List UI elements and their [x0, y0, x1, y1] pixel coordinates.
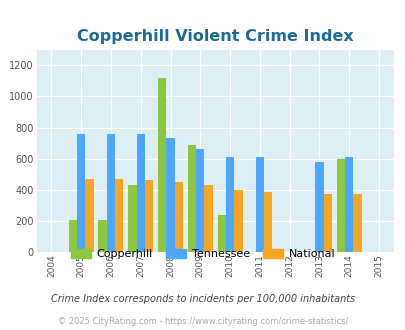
- Bar: [336, 159, 344, 252]
- Bar: [217, 215, 225, 252]
- Title: Copperhill Violent Crime Index: Copperhill Violent Crime Index: [77, 29, 353, 44]
- Bar: [344, 157, 352, 252]
- Bar: [128, 184, 136, 252]
- Bar: [263, 191, 272, 252]
- Bar: [174, 182, 183, 252]
- Bar: [323, 194, 331, 252]
- Bar: [85, 179, 94, 252]
- Bar: [115, 179, 123, 252]
- Bar: [166, 139, 174, 252]
- Text: © 2025 CityRating.com - https://www.cityrating.com/crime-statistics/: © 2025 CityRating.com - https://www.city…: [58, 317, 347, 326]
- Bar: [314, 162, 323, 252]
- Bar: [98, 220, 107, 252]
- Text: Crime Index corresponds to incidents per 100,000 inhabitants: Crime Index corresponds to incidents per…: [51, 294, 354, 304]
- Bar: [145, 180, 153, 252]
- Bar: [204, 184, 212, 252]
- Bar: [352, 194, 361, 252]
- Bar: [234, 190, 242, 252]
- Bar: [107, 134, 115, 252]
- Legend: Copperhill, Tennessee, National: Copperhill, Tennessee, National: [66, 244, 339, 263]
- Bar: [196, 149, 204, 252]
- Bar: [255, 157, 263, 252]
- Bar: [158, 79, 166, 252]
- Bar: [225, 157, 234, 252]
- Bar: [136, 134, 145, 252]
- Bar: [188, 145, 196, 252]
- Bar: [77, 134, 85, 252]
- Bar: [68, 220, 77, 252]
